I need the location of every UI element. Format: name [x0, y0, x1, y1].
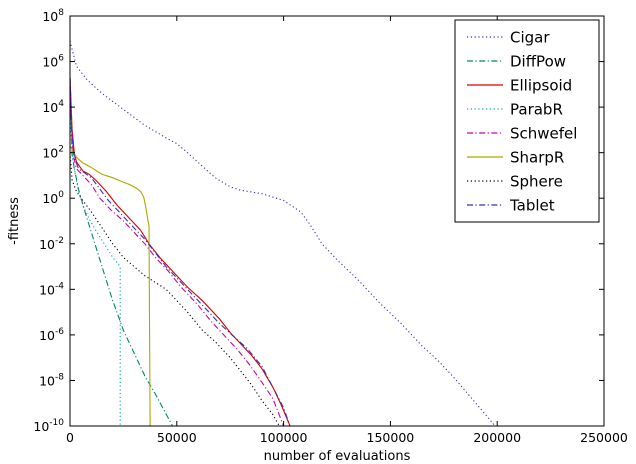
y-tick-label: 10-2 [39, 236, 64, 252]
legend-item-diffpow: DiffPow [467, 53, 566, 71]
series-line-schwefel [70, 84, 285, 426]
y-tick-label: 104 [42, 99, 64, 115]
legend-item-parabr: ParabR [467, 101, 563, 119]
series-line-sharpr [70, 145, 151, 426]
legend-label: Ellipsoid [510, 77, 572, 95]
plot-frame [69, 15, 605, 427]
legend-label: SharpR [510, 149, 564, 167]
x-axis-label: number of evaluations [264, 449, 411, 464]
series-line-sphere [70, 152, 280, 426]
legend-label: ParabR [510, 101, 563, 119]
y-tick-label: 10-4 [39, 281, 64, 297]
legend-label: Schwefel [510, 125, 577, 143]
y-tick-label: 100 [42, 190, 64, 206]
ticks-layer: 0 50000 100000 150000 200000 250000 108 106 104 1… [33, 8, 628, 445]
legend-label: Tablet [509, 197, 555, 215]
legend-label: Sphere [510, 173, 563, 191]
x-tick-label: 150000 [367, 430, 415, 445]
legend-item-cigar: Cigar [467, 29, 550, 47]
y-tick-label: 10-8 [39, 372, 64, 388]
y-tick-label: 10-10 [33, 418, 64, 434]
legend-box [454, 19, 600, 223]
legend: Cigar DiffPow Ellipsoid ParabR Schwefel Sharp… [454, 19, 600, 223]
y-tick-label: 108 [42, 8, 64, 24]
legend-label: Cigar [510, 29, 550, 47]
y-tick-label: 102 [42, 145, 64, 161]
x-tick-label: 100000 [260, 430, 308, 445]
series-layer [70, 40, 496, 426]
legend-item-sphere: Sphere [467, 173, 563, 191]
x-tick-label: 200000 [473, 430, 521, 445]
y-axis-label: -fitness [7, 197, 22, 245]
legend-label: DiffPow [510, 53, 566, 71]
y-tick-label: 106 [42, 54, 64, 70]
x-tick-label: 250000 [580, 430, 628, 445]
series-line-ellipsoid [70, 77, 291, 426]
series-line-diffpow [70, 77, 173, 426]
x-tick-label: 50000 [157, 430, 197, 445]
y-tick-label: 10-6 [39, 327, 64, 343]
x-tick-label: 0 [66, 430, 74, 445]
series-line-cigar [70, 40, 496, 426]
legend-item-tablet: Tablet [467, 197, 555, 215]
legend-item-ellipsoid: Ellipsoid [467, 77, 572, 95]
legend-item-schwefel: Schwefel [467, 125, 577, 143]
legend-item-sharpr: SharpR [467, 149, 564, 167]
series-line-tablet [70, 77, 291, 426]
